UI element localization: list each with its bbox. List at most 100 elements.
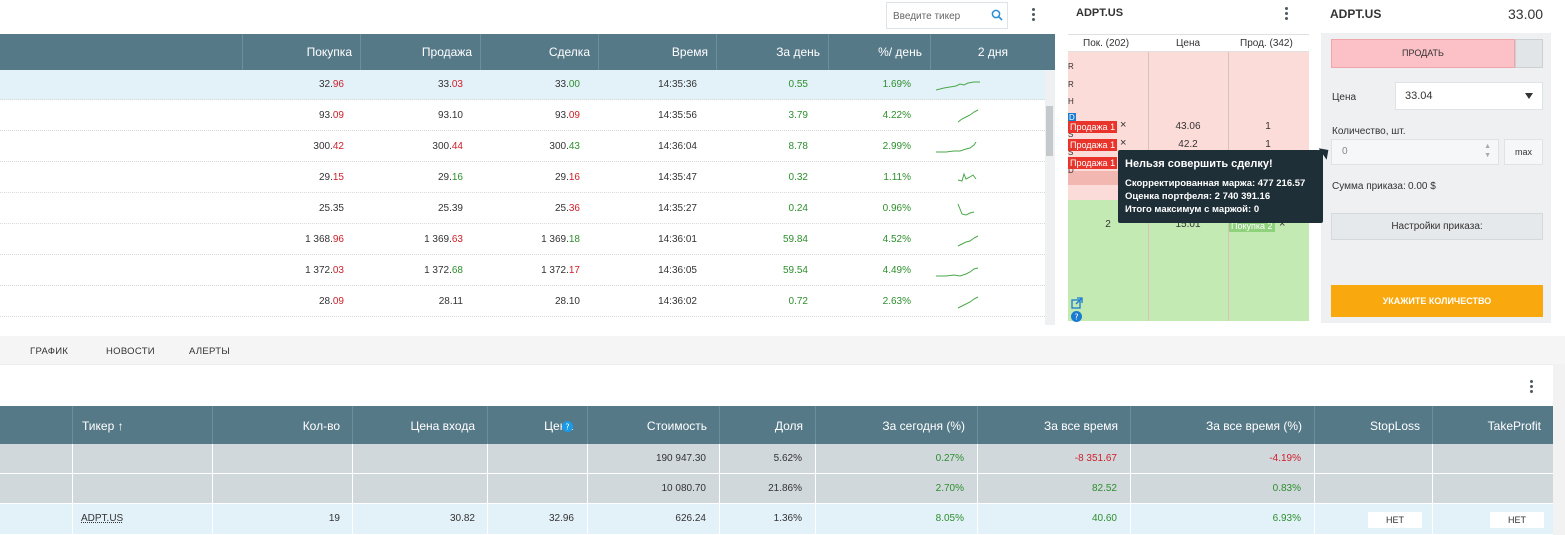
- watchlist-row[interactable]: 25.35 25.39 25.36 14:35:27 0.24 0.96%: [0, 194, 1045, 224]
- col-total[interactable]: За все время: [977, 406, 1130, 444]
- bid-cell: 1 372.03: [305, 256, 344, 286]
- watchlist-scroll-thumb[interactable]: [1046, 106, 1053, 156]
- watchlist-row[interactable]: 93.09 93.10 93.09 14:35:56 3.79 4.22%: [0, 101, 1045, 131]
- ticker-search[interactable]: [886, 2, 1008, 29]
- search-input[interactable]: [893, 8, 985, 24]
- ticker-cell[interactable]: ADPT.US: [81, 513, 124, 524]
- portfolio-row[interactable]: 190 947.30 5.62% 0.27% -8 351.67 -4.19%: [0, 444, 1553, 474]
- time-cell-int: 14:35:56: [658, 110, 697, 121]
- external-link-icon[interactable]: [1071, 297, 1083, 309]
- bid-cell: 32.96: [319, 70, 344, 100]
- orderbook-price[interactable]: 42.2: [1178, 139, 1198, 150]
- cancel-order-icon[interactable]: ×: [1120, 137, 1127, 149]
- portfolio-row[interactable]: 10 080.70 21.86% 2.70% 82.52 0.83%: [0, 474, 1553, 504]
- order-settings-button[interactable]: Настройки приказа:: [1331, 213, 1543, 240]
- day-change-cell: 3.79: [788, 110, 808, 121]
- tab-news[interactable]: НОВОСТИ: [106, 346, 155, 357]
- submit-order-button[interactable]: УКАЖИТЕ КОЛИЧЕСТВО: [1331, 285, 1543, 317]
- watchlist-scrollbar[interactable]: [1045, 70, 1055, 325]
- order-form-symbol: ADPT.US: [1330, 7, 1382, 21]
- orderbook-header: Пок. (202) Цена Прод. (342): [1068, 34, 1309, 52]
- col-price[interactable]: Цена ?: [487, 406, 587, 444]
- column-divider: [1314, 444, 1315, 474]
- watchlist-row[interactable]: 28.09 28.11 28.10 14:36:02 0.72 2.63%: [0, 287, 1045, 317]
- col-entry-price[interactable]: Цена входа: [352, 406, 487, 444]
- watchlist-row[interactable]: 32.96 33.03 33.00 14:35:36 0.55 1.69%: [0, 70, 1045, 100]
- max-quantity-button[interactable]: max: [1504, 139, 1543, 165]
- column-divider: [212, 444, 213, 474]
- ask-cell: 300.44: [432, 132, 463, 162]
- portfolio-menu-icon[interactable]: [1530, 380, 1534, 395]
- value-cell: 10 080.70: [661, 483, 707, 494]
- search-icon[interactable]: [991, 9, 1003, 21]
- last-cell-int: 1 369.: [541, 234, 569, 245]
- today-cell: 8.05%: [935, 513, 964, 524]
- col-last[interactable]: Сделка: [480, 34, 598, 70]
- total-pct-cell: 6.93%: [1272, 513, 1301, 524]
- last-cell: 33.00: [555, 70, 580, 100]
- col-share[interactable]: Доля: [719, 406, 815, 444]
- col-time[interactable]: Время: [598, 34, 716, 70]
- orderbook-ask-header: Прод. (342): [1240, 38, 1293, 49]
- col-value[interactable]: Стоимость: [587, 406, 719, 444]
- watchlist-row[interactable]: 300.42 300.44 300.43 14:36:04 8.78 2.99%: [0, 132, 1045, 162]
- watchlist-row[interactable]: 1 368.96 1 369.63 1 369.18 14:36:01 59.84 4.5…: [0, 225, 1045, 255]
- stoploss-button[interactable]: НЕТ: [1368, 512, 1422, 528]
- sparkline-icon: [957, 172, 977, 182]
- col-quantity[interactable]: Кол-во: [212, 406, 352, 444]
- watchlist-row[interactable]: 1 372.03 1 372.68 1 372.17 14:36:05 59.54 4.4…: [0, 256, 1045, 286]
- time-cell: 14:35:36: [658, 70, 697, 100]
- watchlist-menu-icon[interactable]: [1032, 8, 1036, 23]
- bottom-tabs: ГРАФИК НОВОСТИ АЛЕРТЫ: [0, 336, 1565, 364]
- col-ticker[interactable]: Тикер ↑: [72, 406, 212, 444]
- col-ask[interactable]: Продажа: [360, 34, 480, 70]
- col-two-days[interactable]: 2 дня: [930, 34, 1055, 70]
- cancel-order-icon[interactable]: ×: [1279, 218, 1286, 230]
- tab-alerts[interactable]: АЛЕРТЫ: [189, 346, 231, 357]
- col-today[interactable]: За сегодня (%): [815, 406, 977, 444]
- orderbook-menu-icon[interactable]: [1285, 7, 1289, 22]
- help-icon[interactable]: ?: [1071, 311, 1082, 322]
- buy-order-tag[interactable]: Покупка 2: [1229, 220, 1275, 232]
- time-cell: 14:36:02: [658, 287, 697, 317]
- ask-cell-int: 25.: [437, 203, 452, 214]
- bid-cell-int: 93.: [318, 110, 333, 121]
- orderbook-price[interactable]: 43.06: [1175, 121, 1201, 132]
- day-change-cell: 59.54: [782, 265, 808, 276]
- quantity-stepper-icon[interactable]: ▲ ▼: [1484, 143, 1491, 159]
- portfolio-row[interactable]: ADPT.US 19 30.82 32.96 626.24 1.36% 8.05% 40.60…: [0, 504, 1553, 534]
- orderbook-price[interactable]: 15.01: [1175, 219, 1201, 230]
- tab-chart[interactable]: ГРАФИК: [30, 346, 69, 357]
- bid-cell-frac: 96: [332, 79, 344, 90]
- ask-cell-frac: 63: [451, 234, 463, 245]
- col-stoploss[interactable]: StopLoss: [1314, 406, 1432, 444]
- buy-toggle-button[interactable]: [1515, 39, 1543, 68]
- sell-order-tag[interactable]: Продажа 1: [1068, 157, 1118, 169]
- sell-order-tag[interactable]: Продажа 1: [1068, 139, 1118, 151]
- quantity-input[interactable]: 0 ▲ ▼: [1331, 139, 1499, 165]
- ask-cell-frac: 03: [451, 79, 463, 90]
- tooltip-portfolio: Оценка портфеля: 2 740 391.16: [1125, 191, 1271, 202]
- col-bid[interactable]: Покупка: [242, 34, 360, 70]
- takeprofit-button[interactable]: НЕТ: [1490, 512, 1544, 528]
- watchlist-row[interactable]: 29.15 29.16 29.16 14:35:47 0.32 1.11%: [0, 163, 1045, 193]
- cancel-order-icon[interactable]: ×: [1120, 119, 1127, 131]
- sell-order-tag[interactable]: Продажа 1: [1068, 121, 1118, 133]
- col-day-pct[interactable]: %/ день: [828, 34, 930, 70]
- ask-cell-frac: 16: [451, 172, 463, 183]
- ask-cell: 25.39: [438, 194, 463, 224]
- ask-cell-int: 29.: [437, 172, 452, 183]
- bid-cell-frac: 35: [332, 203, 344, 214]
- time-cell: 14:36:04: [658, 132, 697, 162]
- info-icon[interactable]: ?: [562, 421, 573, 432]
- day-pct-cell: 1.69%: [882, 79, 911, 90]
- sparkline-icon: [936, 267, 979, 277]
- column-divider: [587, 504, 588, 534]
- price-select[interactable]: 33.04: [1395, 82, 1543, 110]
- portfolio-scrollbar[interactable]: [1553, 364, 1565, 535]
- col-day-change[interactable]: За день: [716, 34, 828, 70]
- sell-button[interactable]: ПРОДАТЬ: [1331, 39, 1515, 68]
- bid-cell-frac: 09: [332, 296, 344, 307]
- col-takeprofit[interactable]: TakeProfit: [1432, 406, 1553, 444]
- col-total-pct[interactable]: За все время (%): [1130, 406, 1314, 444]
